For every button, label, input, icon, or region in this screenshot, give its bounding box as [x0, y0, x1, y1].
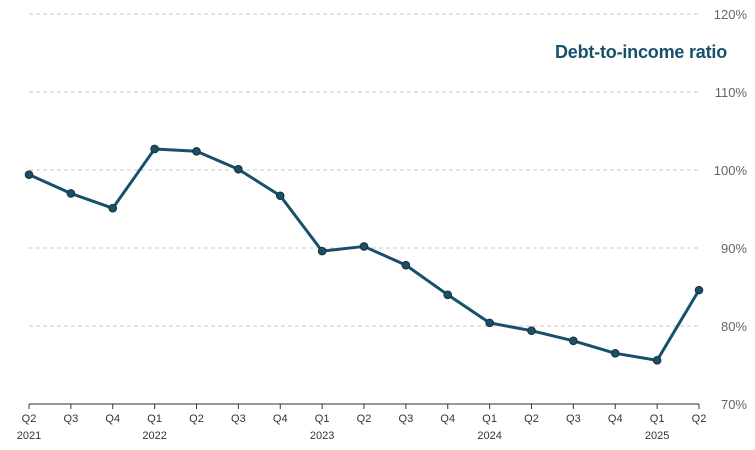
data-point — [443, 290, 453, 300]
x-tick-label: Q3 — [231, 413, 246, 425]
data-point — [527, 326, 536, 335]
data-point — [234, 164, 243, 174]
y-tick-label: 70% — [721, 397, 747, 412]
x-tick-label: Q3 — [399, 413, 414, 425]
data-point — [610, 349, 620, 358]
x-year-label: 2023 — [310, 430, 334, 442]
x-tick-label: Q1 — [482, 413, 497, 425]
y-tick-label: 80% — [721, 319, 747, 334]
x-year-label: 2025 — [645, 430, 669, 442]
x-tick-label: Q1 — [650, 413, 665, 425]
data-point — [192, 146, 201, 156]
y-tick-label: 90% — [721, 241, 747, 256]
y-tick-label: 110% — [715, 85, 748, 100]
chart-title: Debt-to-income ratio — [554, 42, 727, 62]
x-tick-label: Q4 — [273, 413, 288, 425]
data-point — [317, 246, 327, 256]
x-tick-label: Q1 — [147, 413, 162, 425]
x-year-label: 2024 — [477, 430, 501, 442]
x-tick-label: Q2 — [22, 413, 37, 425]
data-point — [66, 189, 76, 198]
data-point — [401, 260, 411, 270]
data-point — [694, 285, 704, 295]
x-tick-label: Q2 — [189, 413, 204, 425]
x-axis-tick-labels: Q2 Q3 Q4 Q1 Q2 Q3 Q4 Q1 Q2 Q3 Q4 Q1 Q2 Q3 Q4 Q1 Q2 2021 20… — [17, 413, 707, 442]
data-point — [359, 242, 369, 251]
x-tick-label: Q2 — [357, 413, 372, 425]
x-tick-label: Q4 — [440, 413, 455, 425]
series-line — [27, 147, 701, 362]
x-axis — [28, 403, 700, 409]
data-point — [275, 191, 285, 201]
y-axis-tick-labels: 70% 80% 90% 100% 110% 120% — [714, 7, 748, 412]
x-tick-label: Q4 — [608, 413, 623, 425]
data-point — [485, 318, 494, 328]
y-tick-label: 120% — [714, 7, 748, 22]
x-tick-label: Q1 — [315, 413, 330, 425]
data-point — [108, 203, 118, 213]
x-tick-label: Q2 — [692, 413, 707, 425]
x-tick-label: Q2 — [524, 413, 539, 425]
x-tick-label: Q3 — [64, 413, 79, 425]
data-point — [569, 336, 578, 346]
data-point — [652, 356, 662, 365]
data-point — [150, 144, 159, 154]
x-tick-label: Q4 — [105, 413, 120, 425]
x-year-label: 2022 — [142, 430, 166, 442]
x-tick-label: Q3 — [566, 413, 581, 425]
y-tick-label: 100% — [714, 163, 748, 178]
data-point — [24, 170, 34, 179]
x-year-label: 2021 — [17, 430, 41, 442]
series — [24, 144, 704, 365]
